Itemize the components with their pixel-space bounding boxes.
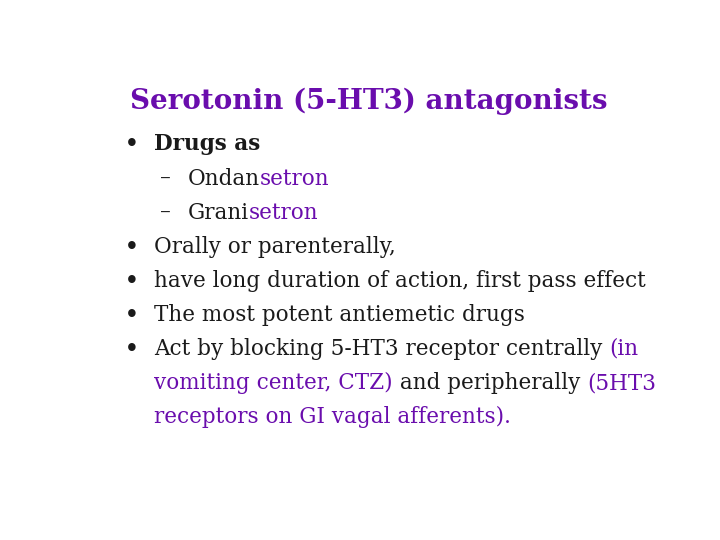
Text: receptors on GI vagal afferents).: receptors on GI vagal afferents). <box>154 406 511 428</box>
Text: Orally or parenterally,: Orally or parenterally, <box>154 235 396 258</box>
Text: and peripherally: and peripherally <box>393 372 587 394</box>
Text: •: • <box>125 338 139 360</box>
Text: have long duration of action, first pass effect: have long duration of action, first pass… <box>154 270 646 292</box>
Text: •: • <box>125 304 139 326</box>
Text: setron: setron <box>249 201 318 224</box>
Text: vomiting center, CTZ): vomiting center, CTZ) <box>154 372 393 394</box>
Text: –: – <box>160 201 171 224</box>
Text: –: – <box>160 167 171 190</box>
Text: Grani: Grani <box>188 201 249 224</box>
Text: (5HT3: (5HT3 <box>587 372 656 394</box>
Text: •: • <box>125 133 139 156</box>
Text: setron: setron <box>260 167 329 190</box>
Text: Drugs as: Drugs as <box>154 133 261 156</box>
Text: The most potent antiemetic drugs: The most potent antiemetic drugs <box>154 304 525 326</box>
Text: (in: (in <box>609 338 639 360</box>
Text: Ondan: Ondan <box>188 167 260 190</box>
Text: Serotonin (5-HT3) antagonists: Serotonin (5-HT3) antagonists <box>130 87 608 115</box>
Text: •: • <box>125 235 139 258</box>
Text: Act by blocking 5-HT3 receptor centrally: Act by blocking 5-HT3 receptor centrally <box>154 338 609 360</box>
Text: •: • <box>125 270 139 292</box>
